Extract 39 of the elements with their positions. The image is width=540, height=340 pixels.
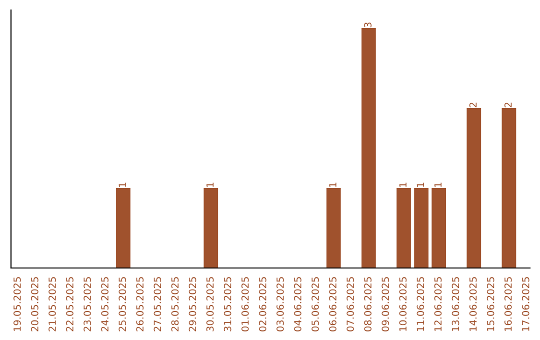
x-tick-label: 22.05.2025 [66, 277, 74, 332]
x-tick-label: 25.05.2025 [118, 277, 126, 332]
x-tick-label: 04.06.2025 [294, 277, 302, 332]
data-label: 1 [329, 182, 336, 187]
x-tick-label: 01.06.2025 [241, 277, 249, 332]
x-tick-label: 27.05.2025 [154, 277, 162, 332]
x-tick-label: 17.06.2025 [522, 277, 530, 331]
x-tick-label: 19.05.2025 [13, 277, 21, 331]
x-tick-label: 31.05.2025 [224, 277, 232, 332]
x-tick-label: 11.06.2025 [416, 277, 424, 331]
x-tick-label: 16.06.2025 [504, 277, 512, 331]
x-tick-label: 28.05.2025 [171, 277, 179, 332]
x-tick-label: 29.05.2025 [188, 277, 196, 332]
x-tick-label: 30.05.2025 [206, 277, 214, 332]
data-label: 2 [504, 102, 512, 108]
data-label: 1 [399, 182, 406, 187]
x-tick-label: 08.06.2025 [364, 277, 372, 332]
x-tick-label: 09.06.2025 [382, 277, 390, 332]
data-label: 3 [364, 22, 372, 28]
x-tick-label: 21.05.2025 [48, 277, 56, 332]
x-tick-label: 12.06.2025 [434, 277, 442, 331]
x-tick-label: 02.06.2025 [258, 277, 266, 332]
x-tick-label: 07.06.2025 [346, 277, 354, 332]
x-tick-label: 23.05.2025 [84, 277, 91, 332]
x-tick-label: 06.06.2025 [329, 277, 336, 332]
x-tick-label: 10.06.2025 [399, 277, 407, 331]
x-tick-label: 24.05.2025 [101, 277, 109, 332]
x-tick-label: 26.05.2025 [136, 277, 144, 332]
x-tick-label: 13.06.2025 [452, 277, 460, 331]
data-label: 1 [434, 182, 442, 187]
x-tick-label: 03.06.2025 [276, 277, 284, 332]
x-tick-label: 15.06.2025 [486, 277, 494, 331]
x-tick-label: 05.06.2025 [312, 277, 319, 332]
data-label: 1 [118, 182, 126, 187]
data-label: 1 [416, 182, 424, 187]
data-label: 1 [206, 182, 214, 187]
x-tick-label: 20.05.2025 [31, 277, 38, 332]
data-label: 2 [469, 102, 477, 108]
x-tick-label: 14.06.2025 [469, 277, 477, 331]
